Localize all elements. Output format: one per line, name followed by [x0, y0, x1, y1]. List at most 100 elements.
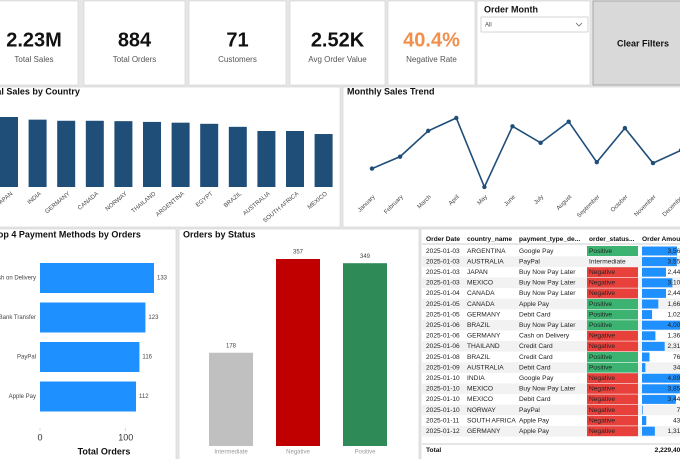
x-tick-label: 100: [118, 432, 133, 442]
panel: [83, 0, 186, 86]
cell: 2025-01-05: [426, 301, 460, 308]
cell: Negative: [589, 386, 615, 393]
cell: NORWAY: [467, 407, 496, 414]
cell: Positive: [589, 322, 612, 329]
data-label: 133: [157, 276, 168, 282]
cell: INDIA: [467, 375, 485, 382]
row-stripe: [422, 383, 680, 395]
point: [594, 159, 599, 165]
panel: [476, 0, 591, 86]
cell: 2025-01-12: [426, 428, 460, 435]
bar: [257, 131, 276, 187]
row-stripe: [422, 404, 680, 416]
bar: [40, 381, 136, 412]
y-tick-label: Apple Pay: [9, 394, 36, 400]
cell: Negative: [589, 333, 615, 340]
status-cell: [587, 352, 638, 362]
amount-bar: [642, 352, 650, 362]
status-cell: [587, 341, 638, 352]
cell: Apple Pay: [519, 301, 550, 308]
amount-bar: [642, 384, 680, 394]
bar: [171, 122, 190, 187]
cell: Negative: [589, 428, 615, 435]
cell: 1,310: [667, 428, 680, 435]
cell: MEXICO: [467, 280, 493, 287]
cell: 4,002: [667, 322, 680, 329]
cell: ARGENTINA: [467, 248, 506, 255]
bar: [200, 123, 219, 187]
point: [397, 154, 403, 159]
bar: [343, 263, 387, 446]
bar: [286, 131, 304, 187]
status-cell: [587, 383, 638, 394]
cell: CANADA: [467, 301, 495, 308]
panel: [188, 0, 287, 86]
cell: 2025-01-10: [426, 396, 460, 403]
point: [566, 119, 571, 124]
cell: 3,857: [667, 386, 680, 393]
cell: 2025-01-10: [426, 407, 460, 414]
status-cell: [587, 309, 638, 320]
amount-bar: [642, 320, 680, 330]
point: [454, 115, 459, 121]
cell: Google Pay: [519, 375, 554, 382]
cell: 3,448: [667, 396, 680, 403]
cell: Negative: [589, 280, 615, 287]
cell: MEXICO: [467, 386, 493, 393]
cell: GERMANY: [467, 428, 501, 435]
cell: Positive: [589, 364, 612, 371]
cell: Intermediate: [589, 258, 626, 265]
cell: 2025-01-05: [426, 311, 460, 318]
kpi-value: 2.23M: [6, 29, 62, 51]
bar: [143, 121, 161, 187]
cell: Cash on Delivery: [519, 333, 570, 340]
point: [482, 184, 487, 190]
data-label: 349: [360, 254, 371, 260]
cell: 2025-01-06: [426, 333, 460, 340]
column-header: Order Amou...: [642, 236, 680, 243]
cell: PayPal: [519, 258, 540, 265]
cell: Credit Card: [519, 354, 553, 361]
bar: [276, 259, 320, 446]
column-header: order_status...: [589, 236, 635, 243]
status-cell: [587, 373, 638, 384]
point: [510, 124, 515, 129]
cell: PayPal: [519, 407, 540, 414]
panel: [0, 86, 341, 228]
cell: Apple Pay: [519, 417, 550, 424]
status-cell: [587, 299, 638, 309]
chart-title: Orders by Status: [183, 229, 256, 239]
cell: 3,553: [667, 258, 680, 265]
status-cell: [587, 330, 638, 341]
cell: Apple Pay: [519, 428, 550, 435]
panel: [387, 0, 476, 86]
cell: CANADA: [467, 290, 495, 297]
amount-bar: [642, 288, 667, 298]
row-stripe: [422, 277, 680, 289]
cell: AUSTRALIA: [467, 364, 504, 371]
cell: GERMANY: [467, 333, 501, 340]
cell: Buy Now Pay Later: [519, 280, 576, 287]
column-header: payment_type_de...: [519, 236, 580, 243]
data-label: 123: [148, 315, 159, 321]
cell: 2,448: [667, 290, 680, 297]
dropdown[interactable]: [480, 16, 589, 33]
cell: 436: [673, 417, 680, 424]
cell: SOUTH AFRICA: [467, 417, 516, 424]
chart-title: Total Sales by Country: [0, 86, 80, 96]
x-tick-label: Negative: [286, 450, 310, 456]
cell: BRAZIL: [467, 354, 490, 361]
amount-bar: [642, 405, 643, 415]
status-cell: [587, 246, 638, 256]
kpi-label: Avg Order Value: [308, 55, 367, 64]
point: [650, 160, 656, 166]
cell: 2025-01-03: [426, 258, 460, 265]
clear-filters-button[interactable]: [592, 0, 680, 86]
cell: BRAZIL: [467, 322, 490, 329]
cell: Negative: [589, 417, 615, 424]
filter-title: Order Month: [484, 4, 538, 14]
cell: JAPAN: [467, 269, 488, 276]
data-label: 357: [293, 250, 304, 256]
cell: Negative: [589, 375, 615, 382]
